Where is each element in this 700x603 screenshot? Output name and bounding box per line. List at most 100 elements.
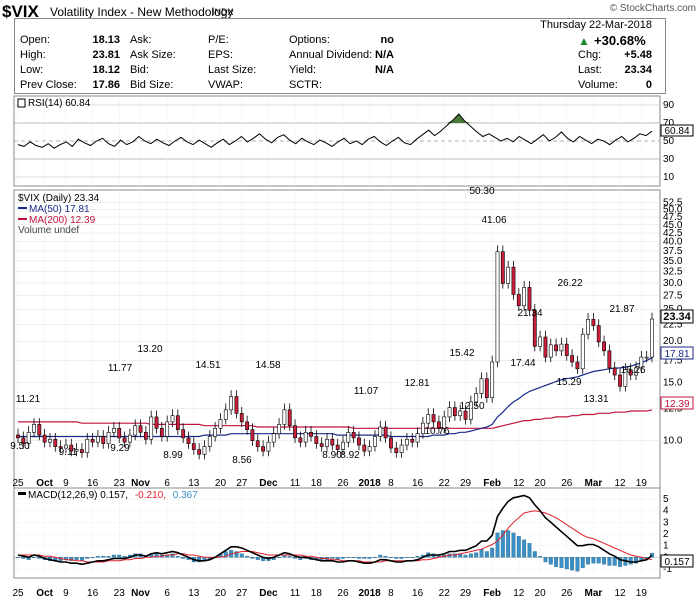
candle-body bbox=[474, 393, 479, 403]
candle-body bbox=[16, 434, 20, 439]
macd-histogram-bar bbox=[383, 556, 388, 558]
candle-body bbox=[612, 367, 617, 376]
candle-body bbox=[516, 294, 521, 307]
price-tick-label: 25.0 bbox=[663, 304, 683, 315]
price-annotation: 21.87 bbox=[609, 304, 634, 315]
macd-histogram-bar bbox=[564, 557, 569, 570]
macd-x-tick-label: 26 bbox=[337, 588, 349, 599]
ma200-last-tag: 12.39 bbox=[660, 396, 694, 410]
price-x-tick-label: 29 bbox=[460, 478, 472, 489]
candle-body bbox=[197, 449, 202, 455]
macd-histogram-bar bbox=[223, 551, 228, 558]
price-x-tick-label: 6 bbox=[164, 478, 170, 489]
low-value: 18.12 bbox=[92, 64, 120, 76]
candle-body bbox=[389, 437, 393, 449]
macd-histogram-bar bbox=[250, 557, 255, 559]
candle-body bbox=[383, 426, 388, 439]
macd-histogram-bar bbox=[580, 557, 585, 568]
macd-histogram-bar bbox=[79, 557, 84, 561]
candle-body bbox=[133, 425, 138, 436]
macd-histogram-bar bbox=[213, 557, 218, 558]
macd-histogram-bar bbox=[207, 557, 212, 560]
prev-close-value: 17.86 bbox=[92, 79, 120, 91]
macd-histogram-bar bbox=[447, 553, 452, 558]
macd-histogram-bar bbox=[404, 557, 409, 558]
candle-body bbox=[436, 421, 441, 429]
candle-body bbox=[367, 446, 372, 452]
macd-last-tag-text: 0.157 bbox=[664, 557, 689, 568]
candle-body bbox=[570, 355, 574, 363]
macd-histogram-bar bbox=[602, 557, 607, 565]
macd-x-tick-label: 26 bbox=[561, 588, 573, 599]
macd-histogram-bar bbox=[149, 553, 154, 558]
price-tick-label: 22.5 bbox=[663, 319, 683, 330]
macd-histogram-bar bbox=[122, 556, 127, 558]
macd-histogram-bar bbox=[261, 557, 266, 561]
price-x-tick-label: 26 bbox=[337, 478, 349, 489]
price-annotation: 9.50 bbox=[10, 441, 30, 452]
macd-histogram-bar bbox=[95, 556, 100, 558]
rsi-tick-label: 10 bbox=[663, 172, 675, 183]
candle-body bbox=[543, 336, 548, 358]
macd-histogram-bar bbox=[282, 554, 287, 558]
candle-body bbox=[378, 426, 383, 437]
ma200-legend-text: MA(200) 12.39 bbox=[29, 215, 96, 226]
macd-histogram-bar bbox=[202, 557, 207, 561]
candle-body bbox=[26, 432, 31, 444]
macd-histogram-bar bbox=[271, 557, 276, 560]
candle-body bbox=[399, 444, 404, 453]
rsi-tick-label: 30 bbox=[663, 154, 675, 165]
rsi-overbought-fill bbox=[18, 114, 652, 123]
macd-histogram-bar bbox=[532, 551, 537, 558]
yield-label: Yield: bbox=[289, 64, 317, 76]
price-annotation: 8.56 bbox=[232, 455, 252, 466]
ma50-last-tag-text: 17.81 bbox=[664, 349, 689, 360]
macd-histogram-bar bbox=[500, 530, 505, 558]
price-x-tick-label: 11 bbox=[290, 478, 301, 489]
rsi-legend-text: RSI(14) 60.84 bbox=[28, 98, 91, 109]
candle-body bbox=[229, 396, 234, 411]
candle-body bbox=[165, 421, 170, 437]
macd-x-tick-label: 16 bbox=[412, 588, 424, 599]
candle-body bbox=[32, 424, 36, 433]
price-x-tick-label: 8 bbox=[388, 478, 394, 489]
price-x-tick-label: 2018 bbox=[359, 478, 382, 489]
volume-legend-text: Volume undef bbox=[18, 225, 79, 236]
macd-histogram-bar bbox=[154, 553, 159, 558]
candle-body bbox=[421, 422, 425, 435]
ask-size-label: Ask Size: bbox=[130, 49, 176, 61]
price-annotation: 11.07 bbox=[354, 386, 379, 397]
macd-histogram-bar bbox=[516, 536, 521, 558]
macd-histogram-bar bbox=[452, 553, 457, 558]
low-label: Low: bbox=[20, 64, 44, 76]
price-tick-label: 52.5 bbox=[663, 198, 683, 209]
macd-histogram-bar bbox=[650, 552, 654, 558]
quote-date: Thursday 22-Mar-2018 bbox=[540, 19, 652, 31]
macd-histogram-bar bbox=[48, 557, 52, 561]
macd-histogram-bar bbox=[596, 557, 601, 564]
candle-body bbox=[580, 333, 585, 370]
macd-histogram-bar bbox=[388, 557, 393, 558]
candle-body bbox=[191, 443, 196, 450]
macd-histogram-bar bbox=[245, 556, 250, 558]
candle-body bbox=[42, 434, 47, 443]
candle-body bbox=[554, 344, 559, 352]
candle-body bbox=[53, 438, 58, 447]
rsi-legend: RSI(14) 60.84 bbox=[17, 98, 91, 109]
price-tick-label: 30.0 bbox=[663, 278, 683, 289]
candle-body bbox=[357, 437, 361, 446]
candle-body bbox=[522, 287, 527, 307]
candle-body bbox=[69, 444, 74, 452]
candle-body bbox=[287, 409, 292, 427]
price-annotation: 17.44 bbox=[510, 358, 535, 369]
candle-body bbox=[239, 413, 244, 423]
macd-x-tick-label: Feb bbox=[483, 588, 501, 599]
candle-body bbox=[591, 318, 596, 326]
candle-body bbox=[101, 436, 106, 444]
macd-histogram-bar bbox=[463, 554, 468, 558]
price-last-tag-text: 23.34 bbox=[663, 311, 691, 323]
price-annotation: 13.20 bbox=[137, 344, 162, 355]
candle-body bbox=[149, 416, 154, 440]
candle-body bbox=[596, 325, 601, 343]
macd-tick-label: 5 bbox=[663, 494, 669, 505]
